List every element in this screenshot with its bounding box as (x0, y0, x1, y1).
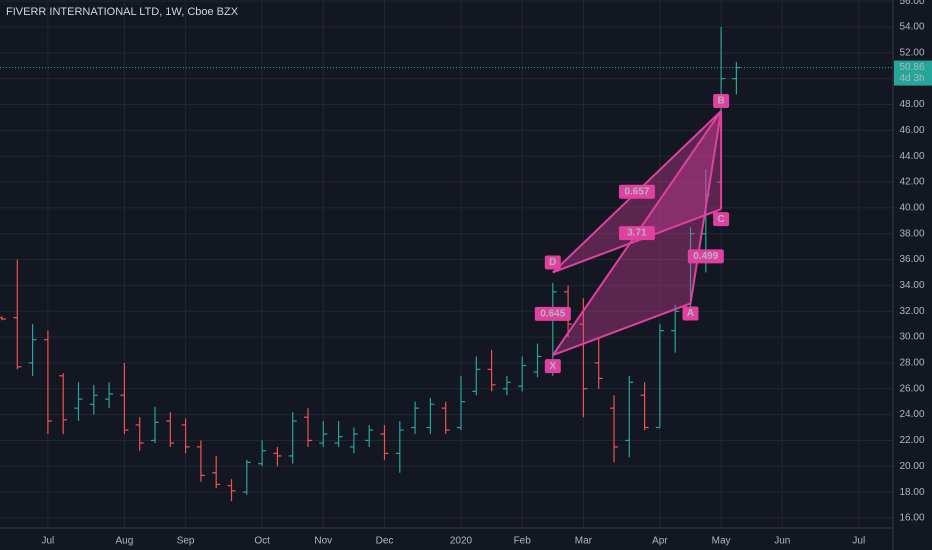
point-box (713, 93, 730, 108)
y-tick-label: 42.00 (899, 177, 924, 188)
x-tick-label: May (712, 536, 731, 547)
y-tick-label: 56.00 (899, 0, 924, 7)
y-tick-label: 38.00 (899, 228, 924, 239)
x-tick-label: Feb (514, 536, 532, 547)
point-box (544, 255, 561, 270)
ratio-box (534, 306, 571, 321)
x-tick-label: Aug (116, 536, 134, 547)
y-tick-label: 48.00 (899, 99, 924, 110)
ratio-box (687, 249, 724, 264)
x-tick-label: Mar (575, 536, 593, 547)
x-tick-label: Dec (376, 536, 394, 547)
y-tick-label: 40.00 (899, 203, 924, 214)
point-label: A (687, 308, 694, 319)
point-label: C (717, 214, 724, 225)
last-price-box (894, 60, 932, 86)
chart-title: FIVERR INTERNATIONAL LTD, 1W, Cboe BZX (6, 6, 239, 18)
ratio-label: 0.657 (624, 186, 649, 197)
y-tick-label: 18.00 (899, 487, 924, 498)
point-label: B (717, 96, 724, 107)
ratio-label: 0.645 (540, 308, 565, 319)
y-tick-label: 22.00 (899, 435, 924, 446)
y-tick-label: 20.00 (899, 461, 924, 472)
y-tick-label: 34.00 (899, 280, 924, 291)
y-tick-label: 52.00 (899, 47, 924, 58)
y-tick-label: 36.00 (899, 254, 924, 265)
y-tick-label: 30.00 (899, 332, 924, 343)
x-tick-label: Sep (177, 536, 195, 547)
point-box (713, 212, 730, 227)
x-tick-label: Jun (774, 536, 790, 547)
y-tick-label: 28.00 (899, 358, 924, 369)
last-price-label: 50.86 (899, 62, 924, 73)
point-label: D (549, 257, 556, 268)
x-tick-label: Jul (852, 536, 865, 547)
y-tick-label: 26.00 (899, 383, 924, 394)
y-tick-label: 46.00 (899, 125, 924, 136)
ratio-label: 3.71 (627, 228, 647, 239)
x-tick-label: Nov (314, 536, 332, 547)
x-tick-label: Oct (254, 536, 270, 547)
y-tick-label: 16.00 (899, 513, 924, 524)
pattern-leg (552, 302, 691, 357)
point-box (544, 359, 561, 374)
point-label: X (549, 361, 556, 372)
x-tick-label: Apr (652, 536, 668, 547)
pattern-leg (689, 110, 723, 304)
ratio-box (618, 226, 655, 241)
point-box (682, 306, 699, 321)
pattern-leg (552, 208, 722, 274)
y-tick-label: 32.00 (899, 306, 924, 317)
y-tick-label: 24.00 (899, 409, 924, 420)
countdown: 4d 3h (899, 73, 924, 84)
x-tick-label: 2020 (450, 536, 473, 547)
y-tick-label: 54.00 (899, 22, 924, 33)
ratio-label: 0.499 (693, 251, 718, 262)
x-tick-label: Jul (42, 536, 55, 547)
y-tick-label: 44.00 (899, 151, 924, 162)
ratio-box (618, 184, 655, 199)
